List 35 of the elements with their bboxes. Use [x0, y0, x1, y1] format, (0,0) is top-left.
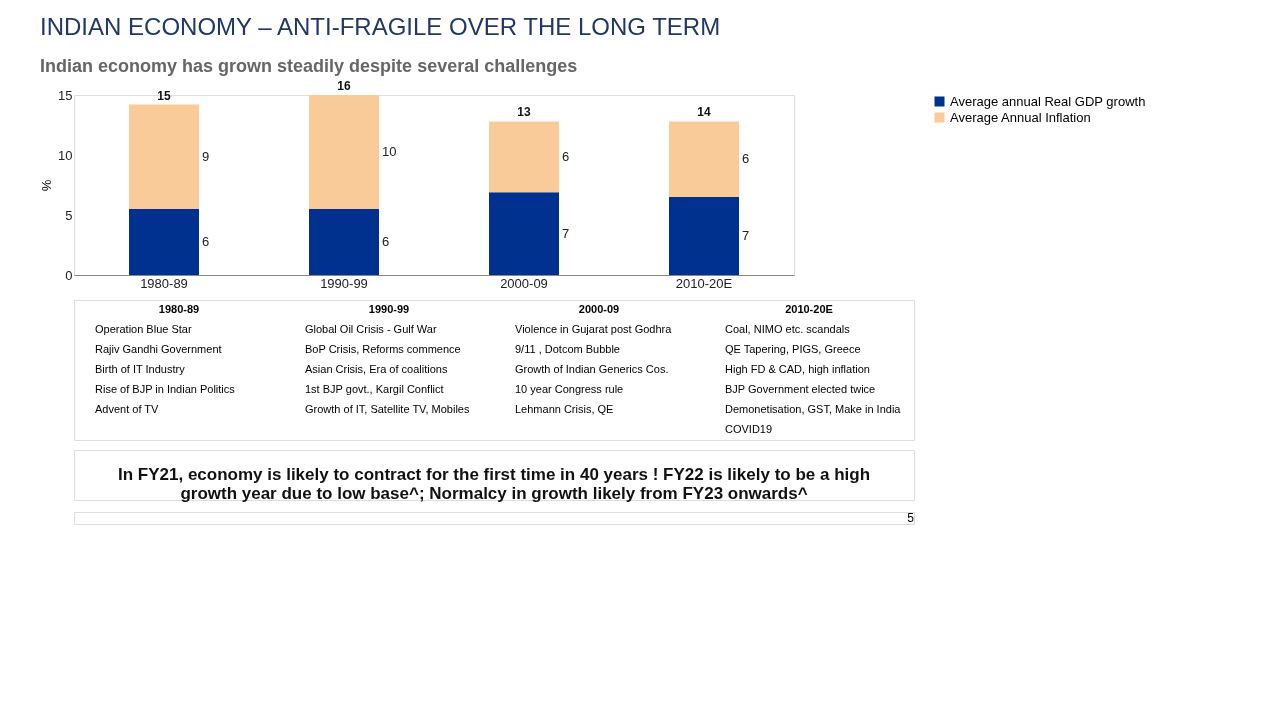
y-axis-title: % [39, 179, 55, 192]
text: Global Oil Crisis - Gulf War BoP Crisis, Reforms commence Asian Crisis, Era of coalitions 1st BJP govt., Kargil Conflict Growth of IT, Satellite TV, Mobiles [305, 323, 470, 415]
data-label: 6 [742, 151, 750, 167]
data-label: 9 [202, 148, 210, 164]
data-label: 6 [202, 234, 210, 249]
y-tick-label: 10 [58, 147, 73, 163]
text: In FY21, economy is likely to contract for the first time in 40 years ! FY22 is likely to be a high growth year due to low base^; Normalcy in growth likely from FY23 onwards^ [117, 465, 871, 503]
total-label: 13 [517, 105, 531, 120]
total-label: 14 [697, 105, 711, 120]
text: Violence in Gujarat post Godhra 9/11 , Dotcom Bubble Growth of Indian Generics Cos. 10 year Congress rule Lehmann Crisis, QE [515, 323, 672, 415]
total-label: 16 [337, 79, 351, 93]
x-tick-label: 1990-99 [368, 303, 410, 315]
x-tick-label: 1980-89 [158, 303, 200, 315]
x-tick-label: 2000-09 [578, 303, 620, 315]
text: Operation Blue Star Rajiv Gandhi Government Birth of IT Industry Rise of BJP in Indian Politics Advent of TV [95, 323, 235, 415]
data-label: 10 [382, 144, 397, 159]
total-label: 15 [157, 88, 171, 103]
x-tick-label: 2010-20E [785, 303, 833, 315]
y-tick-label: 15 [58, 87, 73, 103]
text: 5 [907, 511, 915, 525]
category-label: 2000-09 [500, 275, 548, 291]
data-label: 6 [562, 148, 570, 164]
text: Coal, NIMO etc. scandals QE Tapering, PIGS, Greece High FD & CAD, high inflation BJP Government elected twice Demonetisation, GST, Make in India COVID19 [725, 323, 901, 435]
y-tick-label: 5 [65, 207, 73, 223]
data-label: 6 [382, 234, 390, 249]
data-label: 7 [742, 228, 750, 243]
category-label: 2010-20E [675, 275, 733, 291]
y-tick-label: 0 [65, 267, 73, 283]
category-label: 1980-89 [140, 275, 188, 291]
category-label: 1990-99 [320, 275, 368, 291]
legend-label: Average Annual Inflation [950, 109, 1091, 125]
data-label: 7 [562, 225, 570, 241]
chart-subtitle: Indian economy has grown steadily despite several challenges [40, 55, 578, 76]
chart-title: INDIAN ECONOMY – ANTI-FRAGILE OVER THE LONG TERM [40, 12, 721, 40]
legend-label: Average annual Real GDP growth [950, 93, 1146, 109]
